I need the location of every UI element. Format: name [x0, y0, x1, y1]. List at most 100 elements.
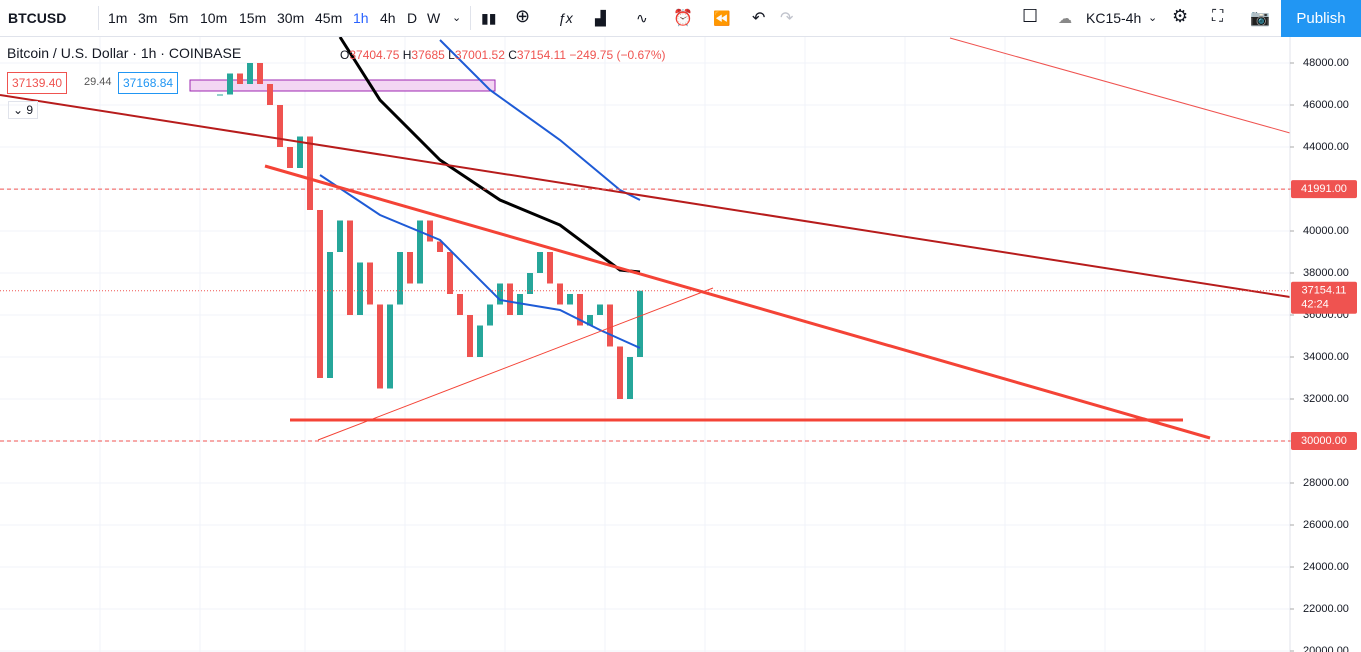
symbol[interactable]: BTCUSD — [8, 10, 67, 26]
hidden-indicators[interactable]: ⌄ 9 — [8, 101, 39, 119]
y-tick-label: 46000.00 — [1303, 99, 1349, 111]
alert-icon[interactable]: ⏰ — [673, 10, 693, 27]
fullscreen-icon[interactable]: ⛶ — [1212, 8, 1224, 25]
y-tick-label: 22000.00 — [1303, 603, 1349, 615]
candle — [637, 290, 643, 357]
ohlc-key: H — [402, 48, 412, 62]
candle — [347, 220, 353, 315]
y-tick-label: 40000.00 — [1303, 225, 1349, 237]
candle — [557, 283, 563, 305]
bars-icon[interactable]: ▟ — [595, 10, 606, 26]
candle — [457, 293, 463, 315]
y-tick-label: 48000.00 — [1303, 57, 1349, 69]
compare-icon[interactable]: ∿ — [636, 10, 648, 26]
channel-lower — [319, 174, 641, 349]
dropdown[interactable]: ⌄ — [452, 12, 462, 24]
legend-title: Bitcoin / U.S. Dollar · 1h · COINBASE — [7, 45, 242, 61]
candle — [477, 325, 483, 357]
candle — [607, 304, 613, 347]
separator — [470, 6, 471, 30]
price-axis — [1290, 37, 1361, 652]
chart-type-icon[interactable]: ▮▮ — [481, 10, 497, 26]
candle — [297, 136, 303, 168]
y-tick-label: 24000.00 — [1303, 561, 1349, 573]
candle — [257, 62, 263, 84]
replay-icon[interactable]: ⏪ — [713, 10, 731, 26]
vertical-grid — [99, 37, 1206, 652]
candle — [307, 136, 313, 210]
candle — [447, 251, 453, 294]
undo-icon[interactable]: ↶ — [752, 10, 766, 27]
interval[interactable]: W — [427, 10, 441, 26]
price-marker-label: 30000.00 — [1301, 435, 1347, 447]
candle — [437, 241, 443, 252]
candle — [337, 220, 343, 252]
candle — [357, 262, 363, 315]
ohlc-value: 37404.75 — [349, 48, 400, 62]
candle — [467, 314, 473, 357]
candle — [537, 251, 543, 273]
interval[interactable]: 15m — [239, 10, 267, 26]
candle — [397, 251, 403, 305]
price-marker — [1291, 180, 1357, 199]
interval[interactable]: 1h — [353, 10, 369, 26]
candle — [507, 283, 513, 315]
price-marker-label: 41991.00 — [1301, 183, 1347, 195]
interval[interactable]: 3m — [138, 10, 158, 26]
candle — [287, 146, 293, 168]
interval[interactable]: 45m — [315, 10, 343, 26]
candle — [377, 304, 383, 389]
interval[interactable]: 30m — [277, 10, 305, 26]
settings-icon[interactable]: ⚙ — [1172, 6, 1189, 26]
ohlc: O37404.75 H37685 L37001.52 C37154.11 −24… — [340, 48, 666, 62]
y-tick-label: 44000.00 — [1303, 141, 1349, 153]
indicator-template[interactable]: KC15-4h — [1086, 10, 1142, 26]
cloud-icon[interactable]: ☁ — [1058, 10, 1072, 26]
publish-button[interactable]: Publish — [1281, 0, 1361, 37]
ohlc-key: C — [508, 48, 517, 62]
channel-upper — [439, 39, 641, 201]
last-price-marker — [1291, 281, 1357, 314]
candle — [517, 293, 523, 315]
interval[interactable]: 4h — [380, 10, 396, 26]
separator — [98, 6, 99, 30]
hidden-count: 9 — [26, 103, 34, 117]
indicator-line — [338, 37, 641, 274]
candle — [237, 73, 243, 84]
candle — [577, 293, 583, 326]
interval[interactable]: 5m — [169, 10, 189, 26]
ohlc-value: 37154.11 — [516, 48, 567, 62]
layout-icon[interactable]: ☐ — [1022, 6, 1039, 26]
y-tick-label: 32000.00 — [1303, 393, 1349, 405]
price-marker — [1291, 431, 1357, 450]
candle — [417, 220, 423, 284]
redo-icon[interactable]: ↷ — [780, 10, 794, 27]
candle — [567, 293, 573, 305]
trend-line — [317, 287, 714, 441]
interval[interactable]: 10m — [200, 10, 228, 26]
y-tick-label: 26000.00 — [1303, 519, 1349, 531]
fx-icon[interactable]: ƒx — [558, 10, 573, 26]
candle — [267, 83, 273, 105]
candle — [277, 104, 283, 147]
interval[interactable]: 1m — [108, 10, 128, 26]
candle — [627, 356, 633, 399]
ohlc-value: 37001.52 — [454, 48, 505, 62]
y-tick-label: 38000.00 — [1303, 267, 1349, 279]
candle — [527, 272, 533, 294]
indicators-icon[interactable]: ⊕ — [515, 6, 531, 26]
candles — [217, 62, 643, 399]
interval[interactable]: D — [407, 10, 418, 26]
snapshot-icon[interactable]: 📷 — [1250, 10, 1270, 27]
candle — [407, 251, 413, 284]
last-price-label: 37154.11 — [1301, 285, 1346, 297]
indicator-value: 37168.84 — [118, 72, 179, 94]
dropdown[interactable]: ⌄ — [1148, 12, 1158, 24]
candle — [317, 209, 323, 378]
candle — [217, 94, 223, 96]
indicator-value: 29.44 — [84, 76, 112, 88]
candle — [487, 304, 493, 326]
change: −249.75 (−0.67%) — [569, 48, 666, 62]
candle — [387, 304, 393, 389]
